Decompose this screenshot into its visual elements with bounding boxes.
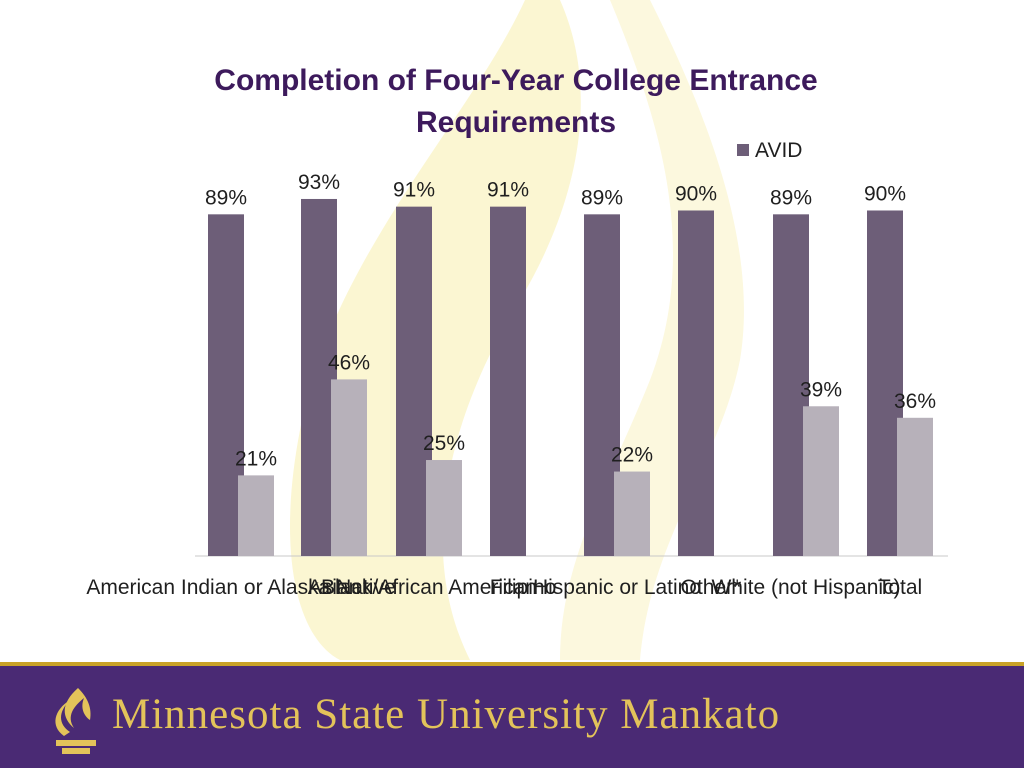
data-label-series-2-6: 39% xyxy=(800,378,842,401)
category-label-6: White (not Hispanic) xyxy=(711,576,900,599)
data-label-avid-0: 89% xyxy=(205,186,247,209)
data-label-avid-4: 89% xyxy=(581,186,623,209)
bar-series-2-2 xyxy=(426,460,462,556)
data-label-series-2-4: 22% xyxy=(611,444,653,467)
footer-bar: Minnesota State University Mankato xyxy=(0,662,1024,768)
data-label-series-2-7: 36% xyxy=(894,390,936,413)
legend-label-avid: AVID xyxy=(755,139,802,162)
bar-avid-5 xyxy=(678,210,714,556)
data-label-avid-5: 90% xyxy=(675,182,717,205)
legend-swatch-avid xyxy=(737,144,749,156)
data-label-avid-7: 90% xyxy=(864,182,906,205)
data-label-series-2-1: 46% xyxy=(328,351,370,374)
data-label-series-2-0: 21% xyxy=(235,447,277,470)
bar-avid-3 xyxy=(490,206,526,557)
chart: Completion of Four-Year College Entrance… xyxy=(86,64,948,599)
university-wordmark: Minnesota State University Mankato xyxy=(112,691,781,738)
data-label-avid-2: 91% xyxy=(393,179,435,202)
category-label-1: Asian xyxy=(308,576,361,599)
chart-title-line-2: Requirements xyxy=(416,106,616,139)
chart-title-line-1: Completion of Four-Year College Entrance xyxy=(214,64,817,97)
bar-series-2-4 xyxy=(614,471,650,556)
category-label-0: American Indian or Alaska Native xyxy=(86,576,395,599)
data-label-avid-6: 89% xyxy=(770,186,812,209)
category-label-5: Other* xyxy=(681,576,742,599)
category-label-2: Black/African American xyxy=(321,576,537,599)
bar-series-2-6 xyxy=(803,406,839,556)
bar-series-2-0 xyxy=(238,475,274,556)
data-label-series-2-2: 25% xyxy=(423,432,465,455)
category-label-7: Total xyxy=(878,576,922,599)
data-label-avid-3: 91% xyxy=(487,179,529,202)
category-label-3: Filipino xyxy=(490,576,557,599)
category-label-4: Hispanic or Latino xyxy=(533,576,701,599)
bar-series-2-1 xyxy=(331,379,367,556)
bar-series-2-7 xyxy=(897,417,933,556)
data-label-avid-1: 93% xyxy=(298,171,340,194)
flame-torch-icon xyxy=(55,688,96,754)
